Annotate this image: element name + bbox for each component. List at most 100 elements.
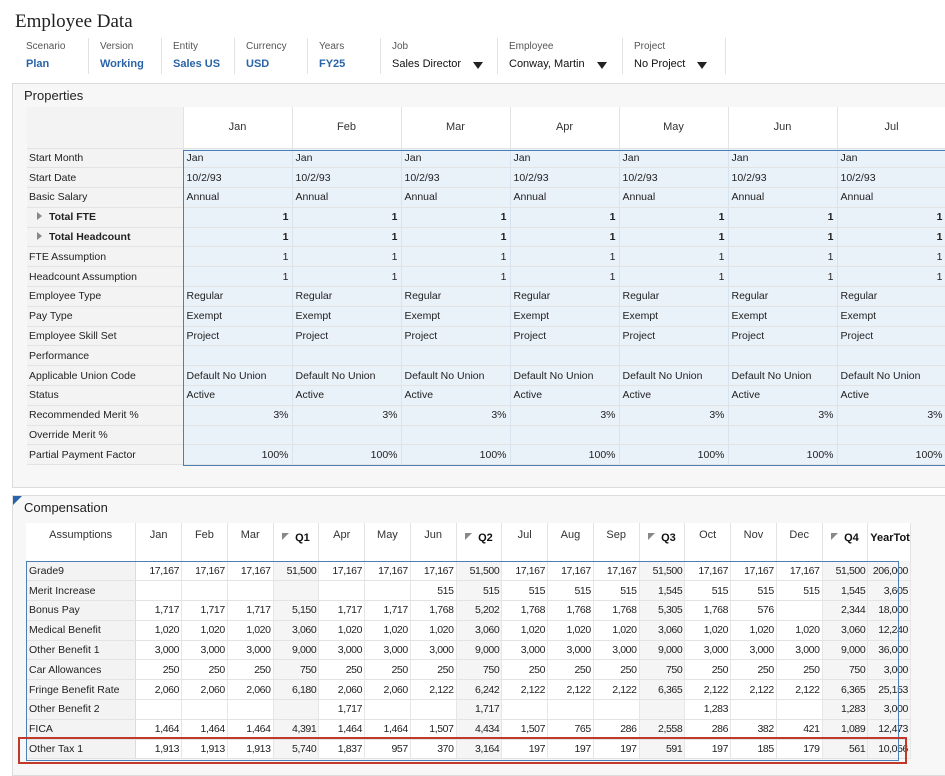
data-cell[interactable]: Jan — [292, 148, 402, 169]
data-cell[interactable]: 18,000 — [867, 600, 911, 621]
data-cell[interactable]: 1,768 — [593, 600, 640, 621]
data-cell[interactable]: 1,283 — [822, 699, 869, 720]
data-cell[interactable]: 1,020 — [364, 620, 411, 641]
pov-employee-value[interactable]: Conway, Martin — [509, 58, 585, 70]
data-cell[interactable]: 6,180 — [273, 679, 320, 701]
data-cell[interactable]: 1,913 — [227, 739, 274, 760]
column-header[interactable]: Feb — [292, 107, 402, 149]
data-cell[interactable]: 3,000 — [410, 640, 457, 661]
data-cell[interactable]: 1 — [401, 246, 511, 268]
data-cell[interactable]: Active — [510, 385, 620, 406]
data-cell[interactable]: 1 — [292, 246, 402, 268]
pov-job-value[interactable]: Sales Director — [392, 58, 462, 70]
data-cell[interactable]: 576 — [730, 600, 777, 621]
data-cell[interactable]: Active — [619, 385, 729, 406]
data-cell[interactable]: Jan — [510, 148, 620, 169]
data-cell[interactable] — [183, 345, 293, 367]
data-cell[interactable]: 250 — [593, 659, 640, 681]
data-cell[interactable]: 185 — [730, 739, 777, 760]
column-header[interactable]: Jun — [410, 523, 457, 561]
data-cell[interactable]: 12,240 — [867, 620, 911, 641]
column-header[interactable]: Jul — [837, 107, 945, 149]
data-cell[interactable]: 1,089 — [822, 719, 869, 740]
data-cell[interactable]: 1,768 — [684, 600, 732, 621]
data-cell[interactable]: 250 — [364, 659, 411, 681]
data-cell[interactable]: 2,122 — [547, 679, 594, 701]
data-cell[interactable] — [410, 699, 457, 720]
data-cell[interactable]: 1,020 — [135, 620, 183, 641]
data-cell[interactable]: Regular — [728, 286, 838, 307]
data-cell[interactable]: 2,060 — [318, 679, 366, 701]
data-cell[interactable]: 515 — [684, 580, 732, 602]
data-cell[interactable] — [510, 425, 620, 446]
data-cell[interactable]: 1 — [728, 266, 838, 288]
column-header[interactable]: Dec — [776, 523, 823, 561]
data-cell[interactable]: 515 — [501, 580, 549, 602]
data-cell[interactable]: 3% — [728, 405, 838, 426]
data-cell[interactable]: 6,242 — [456, 679, 503, 701]
data-cell[interactable]: Exempt — [837, 306, 945, 327]
data-cell[interactable]: 286 — [684, 719, 732, 740]
data-cell[interactable]: Project — [401, 326, 511, 347]
data-cell[interactable] — [135, 699, 183, 720]
data-cell[interactable]: 1 — [510, 266, 620, 288]
data-cell[interactable]: 100% — [401, 444, 511, 466]
data-cell[interactable]: 515 — [410, 580, 457, 602]
data-cell[interactable]: Regular — [401, 286, 511, 307]
data-cell[interactable]: Annual — [183, 187, 293, 208]
data-cell[interactable]: 197 — [501, 739, 549, 760]
data-cell[interactable]: 1 — [837, 227, 945, 248]
data-cell[interactable]: 2,122 — [776, 679, 823, 701]
data-cell[interactable]: 3,060 — [639, 620, 686, 641]
data-cell[interactable] — [837, 345, 945, 367]
column-header[interactable]: May — [364, 523, 411, 561]
data-cell[interactable]: 1,464 — [181, 719, 228, 740]
data-cell[interactable]: 1 — [401, 227, 511, 248]
data-cell[interactable]: 250 — [501, 659, 549, 681]
data-cell[interactable]: 3% — [401, 405, 511, 426]
data-cell[interactable] — [510, 345, 620, 367]
data-cell[interactable]: 1 — [619, 246, 729, 268]
data-cell[interactable]: Default No Union — [510, 365, 620, 387]
data-cell[interactable]: 250 — [181, 659, 228, 681]
data-cell[interactable]: 100% — [837, 444, 945, 466]
data-cell[interactable] — [401, 425, 511, 446]
data-cell[interactable]: Jan — [837, 148, 945, 169]
data-cell[interactable]: 3,000 — [318, 640, 366, 661]
data-cell[interactable]: 100% — [510, 444, 620, 466]
data-cell[interactable]: 1,020 — [410, 620, 457, 641]
data-cell[interactable]: Annual — [401, 187, 511, 208]
data-cell[interactable]: 1,283 — [684, 699, 732, 720]
data-cell[interactable]: 750 — [456, 659, 503, 681]
data-cell[interactable] — [837, 425, 945, 446]
data-cell[interactable]: 1,020 — [547, 620, 594, 641]
data-cell[interactable]: 2,060 — [181, 679, 228, 701]
data-cell[interactable]: Regular — [837, 286, 945, 307]
data-cell[interactable]: 382 — [730, 719, 777, 740]
data-cell[interactable]: 515 — [593, 580, 640, 602]
data-cell[interactable]: 2,558 — [639, 719, 686, 740]
data-cell[interactable]: 515 — [547, 580, 594, 602]
column-header[interactable]: Jul — [501, 523, 549, 561]
data-cell[interactable]: 206,000 — [867, 561, 911, 582]
column-header[interactable]: Feb — [181, 523, 228, 561]
pov-employee[interactable]: Employee Conway, Martin — [498, 38, 623, 74]
data-cell[interactable]: 1 — [292, 266, 402, 288]
data-cell[interactable]: Jan — [183, 148, 293, 169]
data-cell[interactable] — [728, 345, 838, 367]
data-cell[interactable]: Regular — [619, 286, 729, 307]
data-cell[interactable]: 4,391 — [273, 719, 320, 740]
data-cell[interactable]: 1 — [728, 227, 838, 248]
collapse-corner-icon[interactable] — [13, 496, 22, 505]
data-cell[interactable] — [364, 699, 411, 720]
data-cell[interactable]: Project — [837, 326, 945, 347]
data-cell[interactable]: 17,167 — [593, 561, 640, 582]
data-cell[interactable] — [639, 699, 686, 720]
data-cell[interactable]: 2,060 — [135, 679, 183, 701]
data-cell[interactable]: 1,717 — [181, 600, 228, 621]
data-cell[interactable]: 3,060 — [456, 620, 503, 641]
data-cell[interactable]: 3,000 — [181, 640, 228, 661]
data-cell[interactable]: 1 — [510, 207, 620, 228]
data-cell[interactable]: 2,122 — [684, 679, 732, 701]
data-cell[interactable]: Default No Union — [183, 365, 293, 387]
